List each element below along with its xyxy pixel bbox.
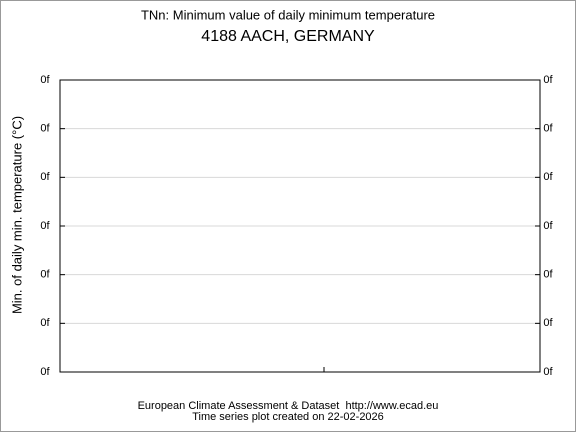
y-tick-label: 0f [40,171,50,183]
credit: Time series plot created on 22-02-2026 [192,411,384,423]
y-tick-label: 0f [40,220,50,232]
credit: European Climate Assessment & Dataset ht… [138,400,439,412]
y2-tick-label: 0f [543,366,553,378]
y2-tick-label: 0f [543,171,553,183]
y2-tick-label: 0f [543,123,553,135]
y-tick-label: 0f [40,317,50,329]
y-axis-label: Min. of daily min. temperature (°C) [9,116,24,314]
chart-subtitle: 4188 AACH, GERMANY [201,28,375,45]
y2-tick-label: 0f [543,74,553,86]
chart-title: TNn: Minimum value of daily minimum temp… [141,7,435,22]
y-tick-label: 0f [40,74,50,86]
y-tick-label: 0f [40,123,50,135]
y2-tick-label: 0f [543,269,553,281]
y2-tick-label: 0f [543,220,553,232]
y-tick-label: 0f [40,269,50,281]
y2-tick-label: 0f [543,317,553,329]
y-tick-label: 0f [40,366,50,378]
plot-area [59,79,541,373]
